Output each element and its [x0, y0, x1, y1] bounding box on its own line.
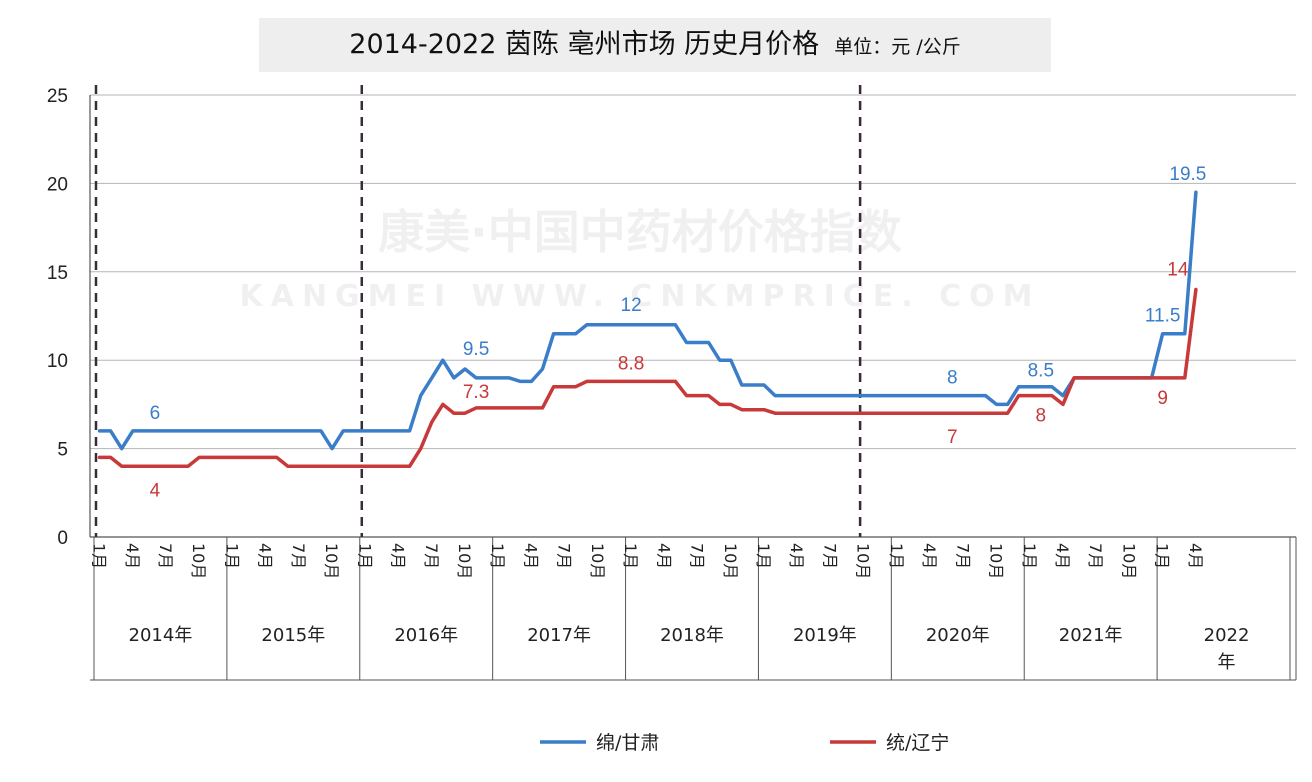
data-label: 11.5 [1145, 306, 1181, 327]
data-label: 8 [947, 368, 958, 389]
year-label: 2016年 [394, 625, 458, 646]
data-label: 6 [150, 403, 161, 424]
series-line-2 [97, 287, 1198, 469]
watermark-url: KANGMEI WWW. CNKMPRICE. COM [239, 279, 1040, 314]
year-label: 2021年 [1059, 625, 1123, 646]
month-tick-label: 1月 [1153, 543, 1172, 569]
data-label: 12 [621, 295, 642, 316]
data-label: 7.3 [463, 382, 489, 403]
series-line-1 [97, 190, 1198, 451]
month-tick-label: 10月 [189, 543, 208, 579]
y-tick-label: 5 [57, 440, 68, 461]
month-tick-label: 10月 [455, 543, 474, 579]
data-label: 8.8 [618, 353, 644, 374]
month-tick-label: 1月 [90, 543, 109, 569]
month-tick-label: 1月 [754, 543, 773, 569]
month-tick-label: 10月 [721, 543, 740, 579]
year-label: 2019年 [793, 625, 857, 646]
year-label: 年 [1218, 652, 1236, 673]
y-tick-label: 0 [57, 528, 68, 549]
year-label: 2017年 [527, 625, 591, 646]
month-tick-label: 4月 [654, 543, 673, 569]
month-tick-label: 4月 [521, 543, 540, 569]
month-tick-label: 4月 [389, 543, 408, 569]
month-tick-label: 1月 [887, 543, 906, 569]
y-tick-label: 10 [47, 351, 68, 372]
data-label: 8.5 [1028, 361, 1054, 382]
legend-label: 统/辽宁 [886, 732, 949, 754]
data-label: 4 [150, 480, 161, 501]
month-tick-label: 4月 [256, 543, 275, 569]
month-tick-label: 7月 [1086, 543, 1105, 569]
y-tick-label: 20 [47, 174, 68, 195]
unit-label: 单位：元 /公斤 [834, 36, 961, 58]
month-tick-label: 10月 [1119, 543, 1138, 579]
year-label: 2018年 [660, 625, 724, 646]
legend-label: 绵/甘肃 [596, 732, 659, 754]
month-tick-label: 4月 [920, 543, 939, 569]
title-row: 2014-2022 茵陈 亳州市场 历史月价格 单位：元 /公斤 [259, 18, 1051, 72]
month-tick-label: 7月 [953, 543, 972, 569]
data-label: 7 [947, 427, 958, 448]
month-tick-label: 7月 [422, 543, 441, 569]
month-tick-label: 4月 [787, 543, 806, 569]
month-tick-label: 7月 [156, 543, 175, 569]
month-tick-label: 10月 [987, 543, 1006, 579]
month-tick-label: 1月 [355, 543, 374, 569]
title-box: 2014-2022 茵陈 亳州市场 历史月价格 单位：元 /公斤 [259, 18, 1051, 72]
watermark-text: 康美·中国中药材价格指数 [378, 205, 901, 259]
year-label: 2020年 [926, 625, 990, 646]
month-tick-label: 1月 [222, 543, 241, 569]
data-label: 19.5 [1169, 164, 1206, 185]
month-tick-label: 7月 [289, 543, 308, 569]
month-tick-label: 4月 [1186, 543, 1205, 569]
month-tick-label: 7月 [820, 543, 839, 569]
y-tick-label: 25 [47, 86, 68, 107]
month-tick-label: 1月 [1020, 543, 1039, 569]
year-label: 2015年 [261, 625, 325, 646]
chart-title: 2014-2022 茵陈 亳州市场 历史月价格 [349, 29, 820, 60]
month-tick-label: 10月 [322, 543, 341, 579]
month-tick-label: 4月 [1053, 543, 1072, 569]
month-tick-label: 1月 [488, 543, 507, 569]
year-label: 2014年 [129, 625, 193, 646]
month-tick-label: 1月 [621, 543, 640, 569]
data-label: 8 [1036, 406, 1047, 427]
month-tick-label: 7月 [688, 543, 707, 569]
month-tick-label: 10月 [854, 543, 873, 579]
month-tick-label: 10月 [588, 543, 607, 579]
month-tick-label: 7月 [555, 543, 574, 569]
y-tick-label: 15 [47, 263, 68, 284]
data-label: 9.5 [463, 339, 489, 360]
data-label: 14 [1167, 259, 1189, 280]
year-label: 2022 [1204, 625, 1250, 646]
data-label: 9 [1157, 388, 1168, 409]
month-tick-label: 4月 [123, 543, 142, 569]
